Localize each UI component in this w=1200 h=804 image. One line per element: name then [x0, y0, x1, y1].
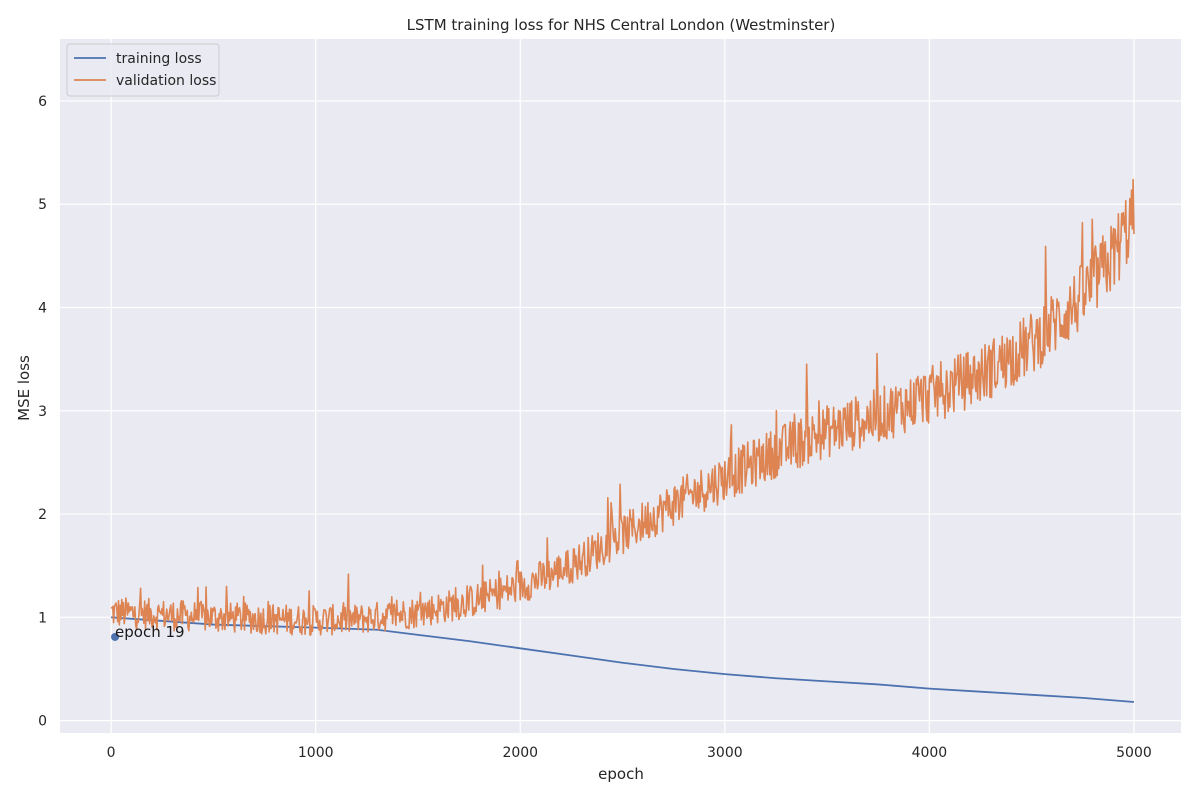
y-tick-label: 6	[38, 94, 47, 110]
y-tick-label: 0	[38, 714, 47, 730]
series-layer	[110, 178, 1135, 703]
validation-loss-line	[110, 178, 1135, 636]
y-tick-label: 2	[38, 507, 47, 523]
x-tick-label: 0	[107, 745, 116, 761]
legend-label-training: training loss	[116, 51, 202, 67]
chart-title: LSTM training loss for NHS Central Londo…	[407, 16, 836, 34]
y-axis-label: MSE loss	[15, 355, 33, 421]
y-tick-label: 5	[38, 197, 47, 213]
annotation-point	[111, 632, 120, 641]
x-tick-label: 4000	[912, 745, 948, 761]
annotation-layer: epoch 19	[111, 623, 185, 641]
legend-box	[66, 43, 220, 97]
y-tick-label: 1	[38, 610, 47, 626]
legend: training loss validation loss	[66, 43, 220, 97]
y-tick-label: 4	[38, 301, 47, 317]
plot-background	[60, 39, 1181, 733]
annotation-label: epoch 19	[115, 623, 185, 641]
x-tick-label: 3000	[707, 745, 743, 761]
tick-labels: 0 1000 2000 3000 4000 5000 0 1 2 3 4 5 6	[38, 94, 1152, 761]
legend-label-validation: validation loss	[116, 73, 216, 89]
x-tick-label: 1000	[298, 745, 334, 761]
x-axis-label: epoch	[598, 765, 644, 783]
x-tick-label: 5000	[1116, 745, 1152, 761]
y-tick-label: 3	[38, 404, 47, 420]
x-tick-label: 2000	[502, 745, 538, 761]
training-loss-line	[111, 616, 1135, 703]
